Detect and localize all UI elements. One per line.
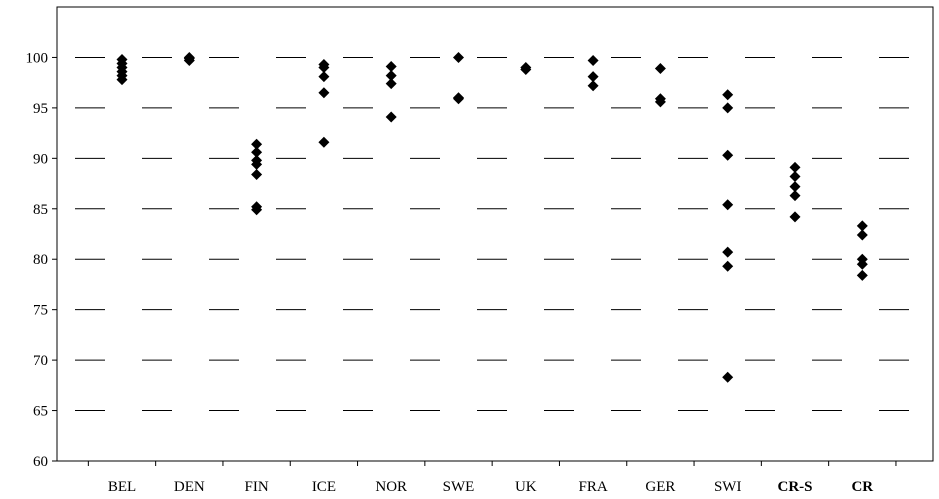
y-tick-label-95: 95	[33, 101, 48, 117]
point-swi-1	[722, 102, 734, 114]
y-tick-label-70: 70	[33, 353, 48, 369]
data-markers	[116, 51, 868, 383]
x-axis: BEL DEN FIN ICE NOR SWE UK FRA GER SWI CR-S CR	[87, 461, 897, 495]
point-fin-6	[251, 204, 263, 216]
point-fin-1	[251, 146, 263, 158]
point-swi-2	[722, 149, 734, 161]
grid-lines	[57, 56, 933, 412]
y-axis: 60 65 70 75 80 85 90 95 100	[26, 50, 57, 470]
point-cr-s-3	[789, 190, 801, 202]
point-fra-1	[587, 71, 599, 83]
point-cr-4	[856, 269, 868, 281]
point-cr-s-2	[789, 181, 801, 193]
x-tick-label-ger: GER	[645, 479, 675, 495]
point-ger-0	[654, 63, 666, 75]
point-fin-4	[251, 168, 263, 180]
point-nor-3	[385, 111, 397, 123]
point-nor-0	[385, 61, 397, 73]
x-tick-label-uk: UK	[515, 479, 537, 495]
point-swi-0	[722, 89, 734, 101]
point-uk-1	[520, 64, 532, 76]
point-ice-4	[318, 136, 330, 148]
x-tick-label-swi: SWI	[714, 479, 742, 495]
y-tick-label-80: 80	[33, 252, 48, 268]
point-cr-1	[856, 229, 868, 241]
x-tick-label-fra: FRA	[579, 479, 608, 495]
point-nor-2	[385, 78, 397, 90]
y-tick-label-65: 65	[33, 404, 48, 420]
x-tick-label-cr-s: CR-S	[777, 479, 812, 495]
x-tick-label-ice: ICE	[312, 479, 336, 495]
point-swe-2	[453, 93, 464, 105]
y-tick-label-100: 100	[26, 50, 49, 66]
y-tick-label-85: 85	[33, 202, 48, 218]
point-fra-0	[587, 54, 599, 66]
point-swi-6	[722, 371, 734, 383]
point-swi-4	[722, 246, 734, 258]
point-cr-s-0	[789, 161, 801, 173]
y-tick-label-60: 60	[33, 454, 48, 470]
point-cr-3	[856, 258, 868, 270]
point-ice-2	[318, 71, 330, 83]
y-tick-label-75: 75	[33, 303, 48, 319]
point-nor-1	[385, 70, 397, 82]
point-fin-3	[251, 158, 263, 170]
point-fin-0	[251, 138, 263, 150]
x-tick-label-nor: NOR	[375, 479, 407, 495]
point-den-2	[183, 54, 195, 66]
point-cr-0	[856, 220, 868, 232]
point-cr-s-4	[789, 211, 801, 223]
point-bel-5	[116, 74, 128, 86]
x-tick-label-cr: CR	[851, 479, 873, 495]
point-swi-3	[722, 199, 734, 211]
x-tick-label-bel: BEL	[108, 479, 136, 495]
point-fra-2	[587, 80, 599, 92]
point-ice-3	[318, 87, 330, 99]
x-tick-label-fin: FIN	[245, 479, 269, 495]
point-ice-1	[318, 62, 330, 74]
point-cr-s-1	[789, 170, 801, 182]
y-tick-label-90: 90	[33, 151, 48, 167]
x-tick-label-swe: SWE	[443, 479, 475, 495]
x-tick-label-den: DEN	[174, 479, 205, 495]
point-ger-2	[654, 96, 666, 108]
point-swi-5	[722, 260, 734, 272]
point-swe-0	[453, 51, 464, 63]
plot-area	[56, 6, 934, 462]
